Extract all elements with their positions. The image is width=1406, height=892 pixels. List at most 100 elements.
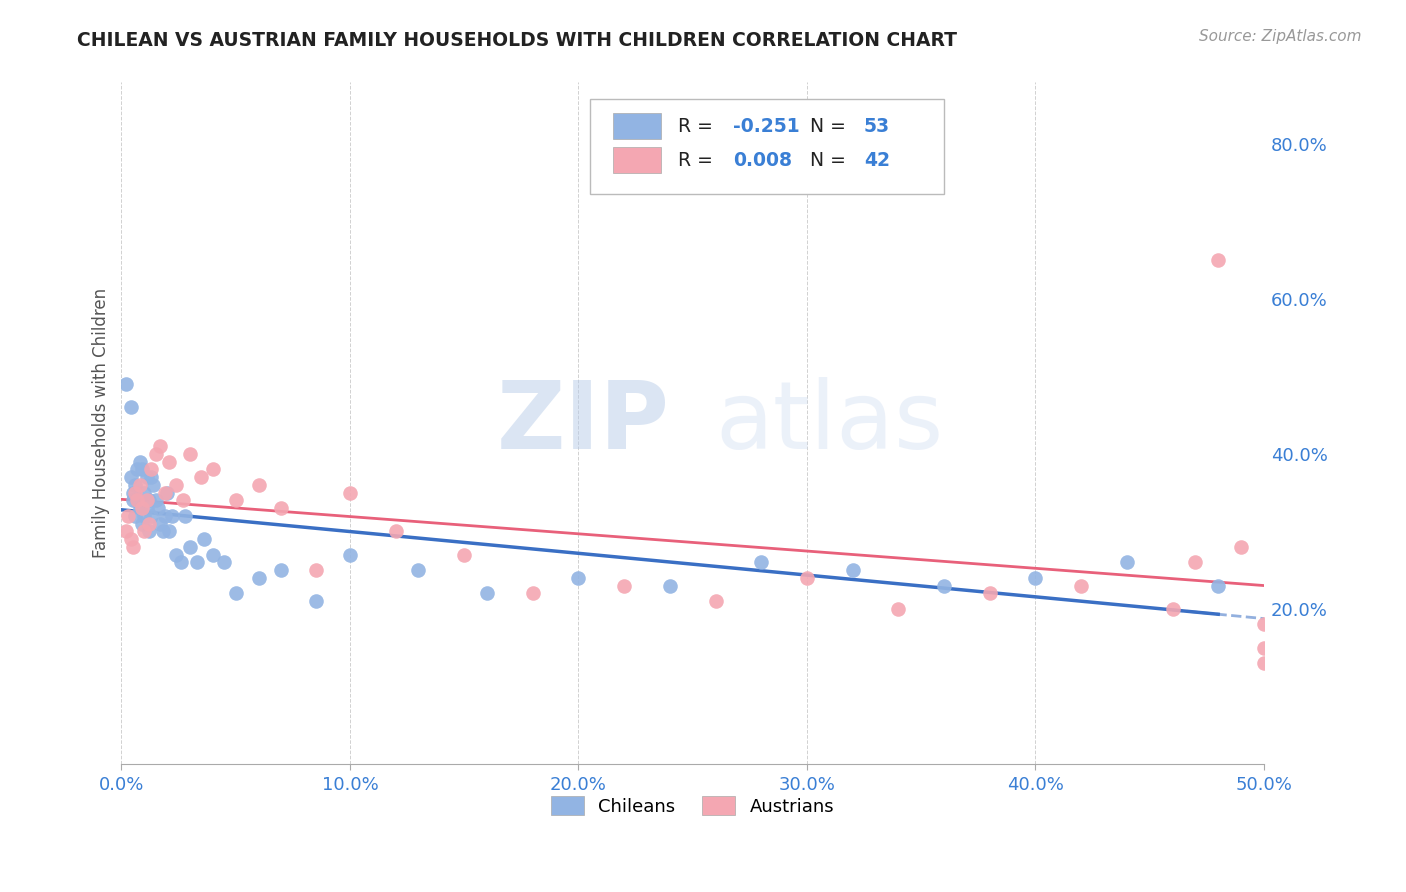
Point — [1253, 617, 1275, 632]
Point — [131, 462, 153, 476]
Point — [165, 548, 187, 562]
Point — [704, 594, 727, 608]
Point — [134, 508, 156, 523]
Point — [138, 516, 160, 531]
Point — [522, 586, 544, 600]
Point — [141, 470, 163, 484]
Text: Source: ZipAtlas.com: Source: ZipAtlas.com — [1198, 29, 1361, 44]
Point — [201, 462, 224, 476]
FancyBboxPatch shape — [591, 99, 943, 194]
Point — [305, 563, 328, 577]
Point — [179, 540, 201, 554]
FancyBboxPatch shape — [613, 113, 661, 139]
Point — [979, 586, 1001, 600]
Point — [121, 485, 143, 500]
Point — [179, 447, 201, 461]
Point — [153, 485, 176, 500]
Point — [134, 485, 156, 500]
Point — [115, 524, 138, 539]
Point — [127, 462, 149, 476]
Point — [384, 524, 406, 539]
Point — [138, 493, 160, 508]
Text: atlas: atlas — [716, 376, 943, 469]
Point — [124, 508, 146, 523]
Point — [135, 493, 157, 508]
Y-axis label: Family Households with Children: Family Households with Children — [93, 288, 110, 558]
Text: R =: R = — [678, 151, 718, 169]
Point — [138, 524, 160, 539]
Text: 53: 53 — [865, 117, 890, 136]
Point — [149, 439, 172, 453]
Point — [193, 532, 215, 546]
Point — [475, 586, 498, 600]
Point — [567, 571, 589, 585]
FancyBboxPatch shape — [613, 147, 661, 173]
Point — [190, 470, 212, 484]
Point — [131, 501, 153, 516]
Point — [1184, 555, 1206, 569]
Point — [887, 602, 910, 616]
Point — [658, 578, 681, 592]
Text: N =: N = — [797, 151, 852, 169]
Point — [214, 555, 236, 569]
Point — [153, 508, 176, 523]
Point — [247, 478, 270, 492]
Point — [841, 563, 863, 577]
Point — [135, 470, 157, 484]
Point — [128, 478, 150, 492]
Point — [141, 508, 163, 523]
Point — [120, 470, 142, 484]
Point — [128, 454, 150, 468]
Point — [152, 524, 174, 539]
Legend: Chileans, Austrians: Chileans, Austrians — [544, 789, 841, 823]
Point — [796, 571, 818, 585]
Point — [160, 508, 183, 523]
Point — [201, 548, 224, 562]
Point — [120, 532, 142, 546]
Point — [1161, 602, 1184, 616]
Point — [172, 493, 194, 508]
Point — [225, 586, 247, 600]
Point — [408, 563, 430, 577]
Point — [120, 401, 142, 415]
Point — [165, 478, 187, 492]
Point — [174, 508, 197, 523]
Point — [932, 578, 955, 592]
Text: 0.008: 0.008 — [733, 151, 792, 169]
Point — [117, 508, 139, 523]
Point — [225, 493, 247, 508]
Point — [1024, 571, 1046, 585]
Point — [270, 501, 292, 516]
Point — [247, 571, 270, 585]
Point — [1253, 656, 1275, 670]
Point — [156, 485, 179, 500]
Point — [339, 485, 361, 500]
Point — [134, 524, 156, 539]
Point — [131, 516, 153, 531]
Text: R =: R = — [678, 117, 718, 136]
Point — [1206, 578, 1229, 592]
Text: 42: 42 — [865, 151, 890, 169]
Point — [1230, 540, 1253, 554]
Point — [124, 478, 146, 492]
Point — [115, 377, 138, 392]
Point — [270, 563, 292, 577]
Point — [135, 501, 157, 516]
Point — [127, 493, 149, 508]
Point — [121, 493, 143, 508]
Point — [1206, 253, 1229, 268]
Point — [305, 594, 328, 608]
Point — [141, 462, 163, 476]
Point — [170, 555, 193, 569]
Point — [186, 555, 208, 569]
Point — [149, 516, 172, 531]
Text: ZIP: ZIP — [496, 376, 669, 469]
Point — [145, 493, 167, 508]
Point — [749, 555, 772, 569]
Point — [124, 485, 146, 500]
Point — [121, 540, 143, 554]
Point — [339, 548, 361, 562]
Point — [159, 524, 181, 539]
Point — [142, 478, 165, 492]
Point — [159, 454, 181, 468]
